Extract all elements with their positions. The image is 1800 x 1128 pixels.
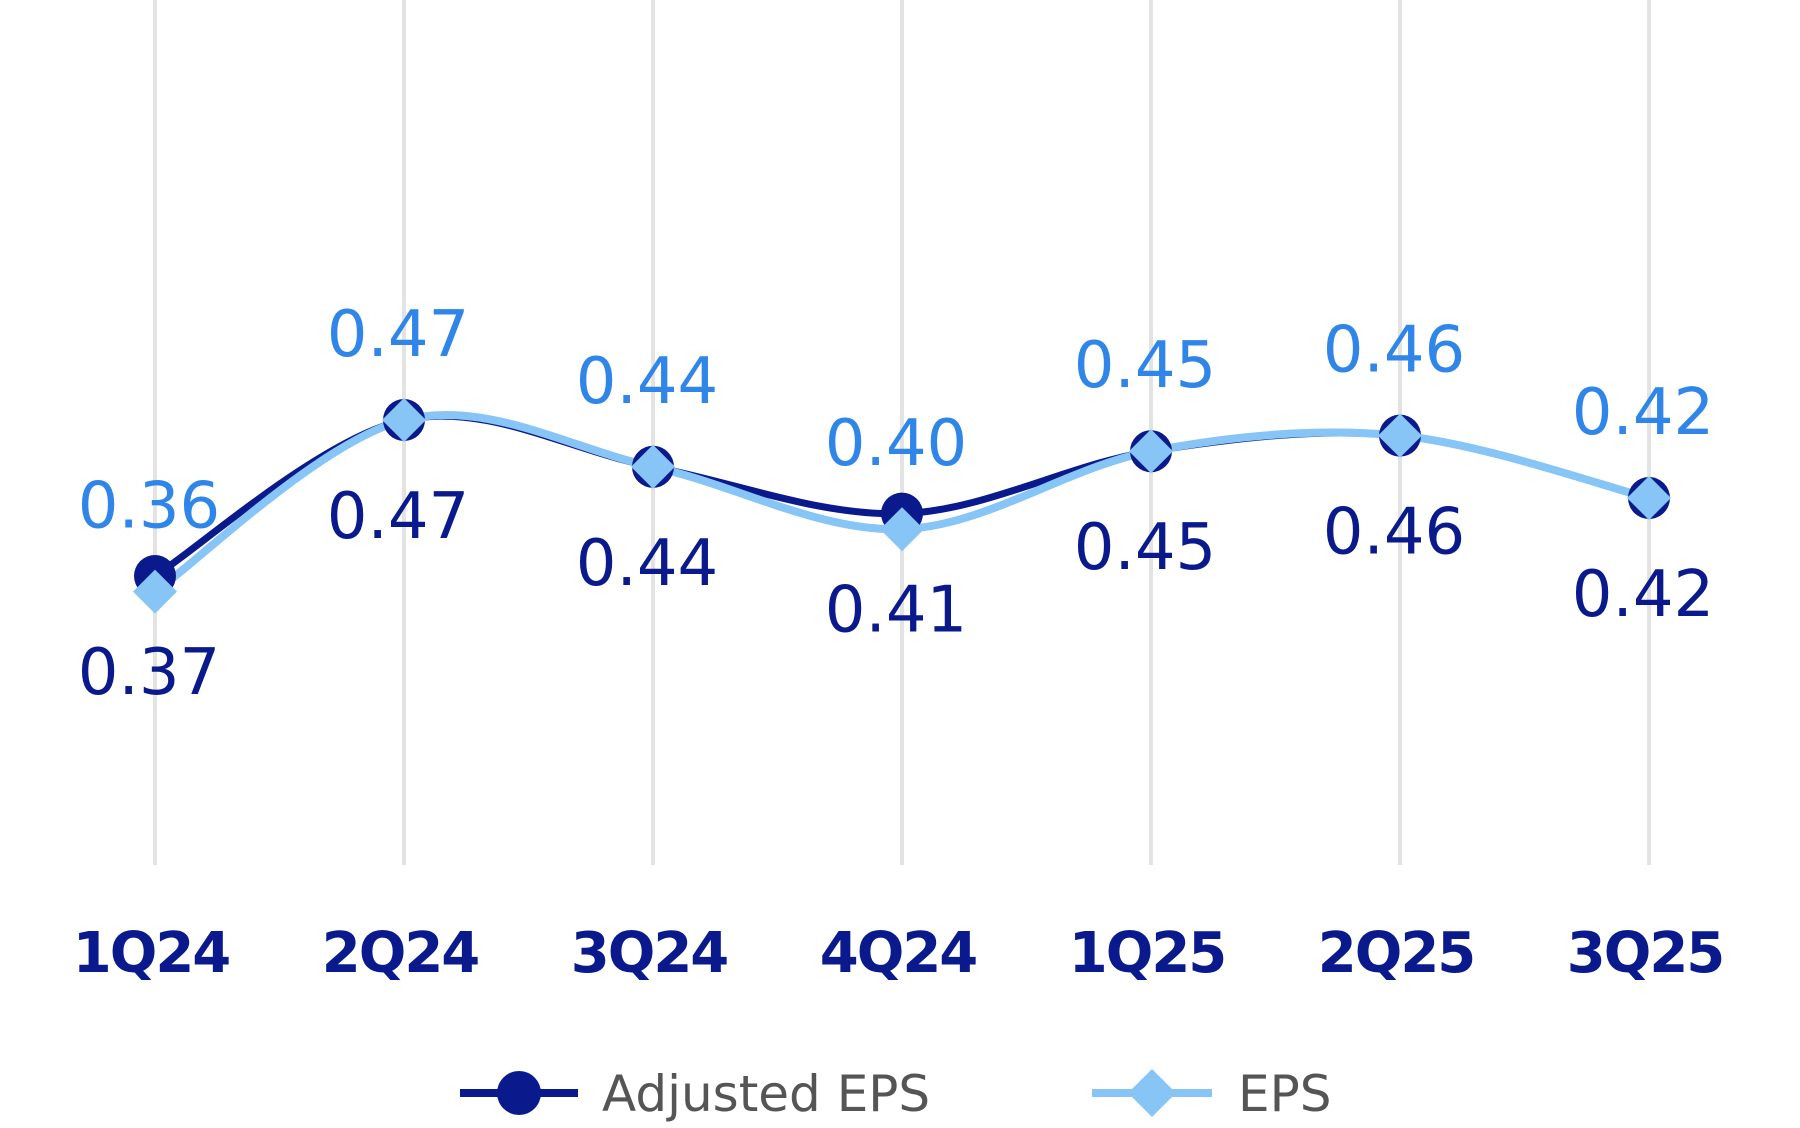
eps-marker-2q25 (1378, 413, 1422, 458)
x-axis-label: 1Q25 (1069, 921, 1226, 986)
adjusted-eps-value-label: 0.41 (825, 574, 968, 648)
series-markers (133, 398, 1671, 614)
x-axis-label: 2Q25 (1318, 921, 1475, 986)
eps-value-label: 0.46 (1323, 314, 1466, 388)
eps-marker-4q24 (880, 507, 924, 552)
x-axis-label: 2Q24 (322, 921, 479, 986)
eps-marker-1q25 (1129, 429, 1173, 474)
adjusted-eps-value-label: 0.37 (78, 636, 221, 710)
adjusted-eps-value-label: 0.45 (1074, 511, 1217, 585)
eps-value-label: 0.47 (327, 298, 470, 372)
eps-marker-3q25 (1627, 476, 1671, 520)
x-axis-labels: 1Q24 2Q24 3Q24 4Q24 1Q25 2Q25 3Q25 (73, 921, 1726, 986)
eps-value-label: 0.44 (576, 345, 719, 419)
adjusted-eps-value-label: 0.42 (1572, 558, 1715, 632)
x-axis-label: 3Q25 (1567, 921, 1724, 986)
eps-marker-1q24 (133, 569, 177, 614)
legend: Adjusted EPS EPS (460, 1065, 1331, 1123)
legend-eps-label: EPS (1238, 1065, 1331, 1123)
adjusted-eps-value-label: 0.44 (576, 527, 719, 601)
eps-value-label: 0.42 (1572, 376, 1715, 450)
adjusted-eps-value-label: 0.47 (327, 480, 470, 554)
legend-adjusted-eps-marker (497, 1071, 541, 1115)
x-axis-label: 1Q24 (73, 921, 230, 986)
eps-marker-2q24 (382, 398, 426, 442)
x-axis-label: 4Q24 (820, 921, 977, 986)
eps-marker-3q24 (631, 444, 675, 489)
eps-value-label: 0.45 (1074, 329, 1217, 403)
eps-value-label: 0.36 (78, 470, 221, 544)
x-axis-label: 3Q24 (571, 921, 728, 986)
eps-value-label: 0.40 (825, 407, 968, 481)
data-labels: 0.36 0.47 0.44 0.40 0.45 0.46 0.42 0.37 0.47 0.44… (78, 298, 1715, 710)
legend-eps-marker (1128, 1069, 1176, 1117)
adjusted-eps-value-label: 0.46 (1323, 496, 1466, 570)
legend-adjusted-eps-label: Adjusted EPS (602, 1065, 930, 1123)
